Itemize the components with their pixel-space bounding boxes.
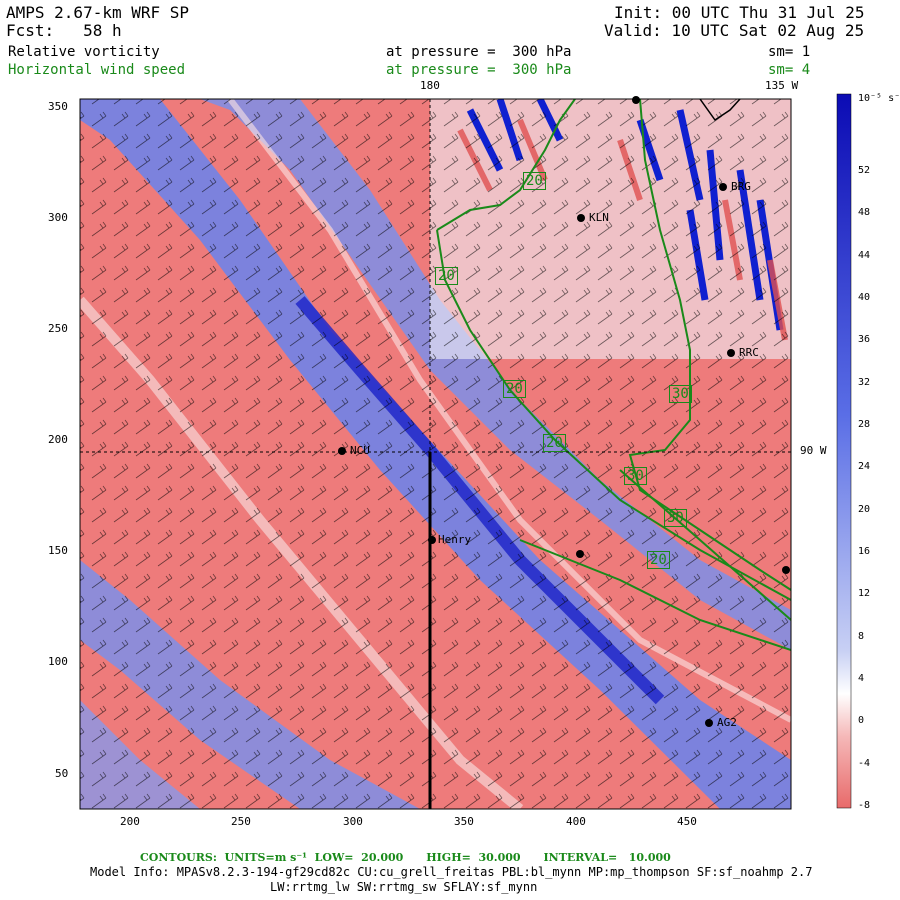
station-label-ag2: AG2 xyxy=(717,716,737,729)
pressure1-label: at pressure = 300 hPa xyxy=(386,44,572,60)
field1-label: Relative vorticity xyxy=(8,44,160,60)
colorbar-tick-label: 52 xyxy=(858,165,871,176)
colorbar-tick-label: 36 xyxy=(858,334,871,346)
y-tick: 150 xyxy=(48,544,68,557)
x-tick: 450 xyxy=(677,815,697,828)
y-tick: 250 xyxy=(48,322,68,335)
y-tick: 350 xyxy=(48,100,68,113)
colorbar-tick-label: 24 xyxy=(858,461,871,473)
colorbar-tick-label: 44 xyxy=(858,249,871,261)
contour-label: 30 xyxy=(669,385,692,403)
x-tick: 400 xyxy=(566,815,586,828)
contour-label: 20 xyxy=(435,267,458,285)
smooth2-label: sm= 4 xyxy=(768,62,811,78)
x-tick: 300 xyxy=(343,815,363,828)
station-label-ncu: NCU xyxy=(350,444,370,457)
colorbar-tick-label: 12 xyxy=(858,588,871,600)
contour-label: 30 xyxy=(664,509,687,527)
x-tick: 250 xyxy=(231,815,251,828)
valid-time: Valid: 10 UTC Sat 02 Aug 25 xyxy=(604,21,865,40)
colorbar xyxy=(836,93,852,809)
colorbar-tick-label: -4 xyxy=(858,757,871,769)
contour-label: 30 xyxy=(624,467,647,485)
colorbar-tick-label: 28 xyxy=(858,419,871,430)
contour-label: 20 xyxy=(647,551,670,569)
x-tick: 200 xyxy=(120,815,140,828)
lon-180-label: 180 xyxy=(420,79,440,92)
lat-90w-label: 90 W xyxy=(800,444,827,457)
colorbar-tick-label: -8 xyxy=(858,800,871,811)
colorbar-tick-label: 40 xyxy=(858,292,871,303)
colorbar-tick-label: 20 xyxy=(858,503,871,515)
contour-label: 20 xyxy=(543,434,566,452)
y-tick: 300 xyxy=(48,211,68,224)
model-info: Model Info: MPASv8.2.3-194-gf29cd82c CU:… xyxy=(90,865,813,879)
contour-label: 20 xyxy=(503,380,526,398)
contour-label: 20 xyxy=(523,172,546,190)
colorbar-tick-label: 8 xyxy=(858,630,865,642)
pressure2-label: at pressure = 300 hPa xyxy=(386,62,572,78)
colorbar-tick-label: 0 xyxy=(858,715,865,727)
colorbar-tick-label: 48 xyxy=(858,207,871,219)
y-tick: 200 xyxy=(48,433,68,446)
lon-135w-label: 135 W xyxy=(765,79,799,92)
colorbar-tick-label: 4 xyxy=(858,673,865,684)
station-markers xyxy=(338,96,790,727)
colorbar-unit: 10⁻⁵ s⁻¹ xyxy=(858,93,900,104)
colorbar-tick-label: 32 xyxy=(858,376,871,388)
station-label-kln: KLN xyxy=(589,211,609,224)
forecast-hour: Fcst: 58 h xyxy=(6,21,122,40)
field2-label: Horizontal wind speed xyxy=(8,62,186,78)
model-title: AMPS 2.67-km WRF SP xyxy=(6,3,190,22)
vorticity-field xyxy=(80,99,791,809)
smooth1-label: sm= 1 xyxy=(768,44,811,60)
colorbar-tick-label: 16 xyxy=(858,546,871,557)
station-label-brg: BRG xyxy=(731,180,751,193)
station-label-henry: Henry xyxy=(438,533,472,546)
station-label-rrc: RRC xyxy=(739,346,759,359)
y-tick: 50 xyxy=(55,767,69,780)
model-info-2: LW:rrtmg_lw SW:rrtmg_sw SFLAY:sf_mynn xyxy=(270,880,538,894)
x-tick: 350 xyxy=(454,815,474,828)
init-time: Init: 00 UTC Thu 31 Jul 25 xyxy=(614,3,865,22)
y-tick: 100 xyxy=(48,655,68,668)
contours-info: CONTOURS: UNITS=m s⁻¹ LOW= 20.000 HIGH= … xyxy=(140,851,671,864)
